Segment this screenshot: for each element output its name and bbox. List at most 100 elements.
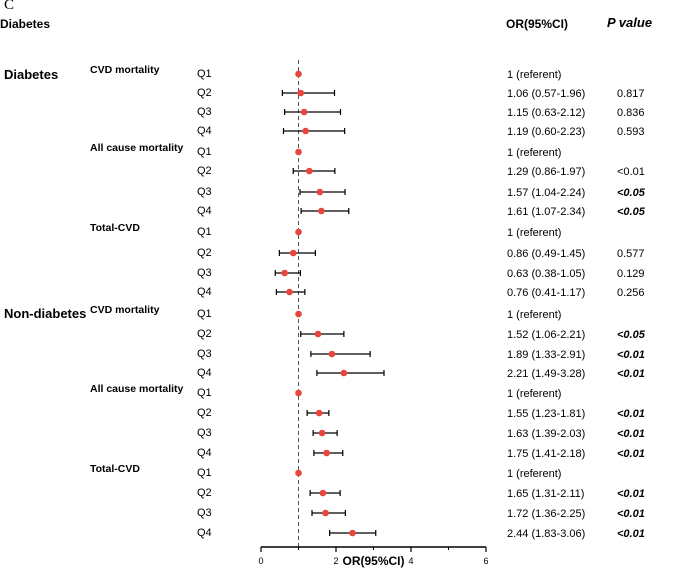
or-ci-label: 1 (referent) xyxy=(507,147,561,159)
column-header-p-value: P value xyxy=(607,15,653,30)
x-tick-label: 0 xyxy=(258,556,263,566)
outcome-label: All cause mortality xyxy=(90,142,184,154)
or-ci-label: 1.57 (1.04-2.24) xyxy=(507,187,585,199)
or-point xyxy=(302,127,309,135)
column-header-group: Diabetes xyxy=(0,17,51,31)
or-point xyxy=(323,449,330,457)
x-axis-label: OR(95%CI) xyxy=(342,554,404,568)
or-ci-label: 1.72 (1.36-2.25) xyxy=(507,508,585,520)
or-point xyxy=(318,429,326,437)
or-ci-label: 0.76 (0.41-1.17) xyxy=(507,287,585,299)
or-point xyxy=(295,310,302,318)
x-tick-label: 6 xyxy=(483,556,488,566)
quartile-label: Q2 xyxy=(197,328,212,340)
quartile-label: Q1 xyxy=(197,308,212,320)
quartile-label: Q3 xyxy=(197,186,212,198)
or-point xyxy=(349,529,356,537)
group-label: Diabetes xyxy=(4,67,58,82)
x-tick-label: 4 xyxy=(408,556,413,566)
quartile-label: Q1 xyxy=(197,146,212,158)
or-ci-label: 1.29 (0.86-1.97) xyxy=(507,166,585,178)
or-point xyxy=(319,489,327,497)
or-point xyxy=(281,269,288,277)
quartile-label: Q4 xyxy=(197,527,212,539)
p-value: <0.01 xyxy=(617,488,645,500)
or-ci-label: 1.75 (1.41-2.18) xyxy=(507,448,585,460)
quartile-label: Q3 xyxy=(197,507,212,519)
quartile-label: Q1 xyxy=(197,467,212,479)
outcome-label: CVD mortality xyxy=(90,64,160,76)
or-ci-label: 0.86 (0.49-1.45) xyxy=(507,248,585,260)
quartile-label: Q4 xyxy=(197,447,212,459)
outcome-label: Total-CVD xyxy=(90,463,140,475)
or-point xyxy=(300,108,308,116)
or-ci-label: 1.65 (1.31-2.11) xyxy=(507,488,584,500)
quartile-label: Q4 xyxy=(197,205,212,217)
quartile-label: Q3 xyxy=(197,267,212,279)
quartile-label: Q4 xyxy=(197,367,212,379)
outcome-label: Total-CVD xyxy=(90,222,140,234)
quartile-label: Q1 xyxy=(197,226,212,238)
outcome-label: CVD mortality xyxy=(90,304,160,316)
column-header-or: OR(95%CI) xyxy=(506,17,569,31)
outcome-label: All cause mortality xyxy=(90,383,184,395)
or-ci-label: 1 (referent) xyxy=(507,227,561,239)
p-value: 0.817 xyxy=(617,88,645,100)
quartile-label: Q3 xyxy=(197,106,212,118)
or-ci-label: 1.61 (1.07-2.34) xyxy=(507,206,585,218)
or-ci-label: 1.89 (1.33-2.91) xyxy=(507,349,585,361)
or-ci-label: 1.19 (0.60-2.23) xyxy=(507,126,585,138)
p-value: <0.05 xyxy=(617,187,646,199)
or-point xyxy=(295,389,302,397)
quartile-label: Q1 xyxy=(197,68,212,80)
p-value: 0.593 xyxy=(617,126,645,138)
p-value: <0.05 xyxy=(617,329,646,341)
p-value: <0.01 xyxy=(617,368,645,380)
p-value: 0.577 xyxy=(617,248,645,260)
quartile-label: Q1 xyxy=(197,387,212,399)
or-ci-label: 2.44 (1.83-3.06) xyxy=(507,528,585,540)
or-point xyxy=(340,369,348,377)
or-point xyxy=(295,148,302,156)
x-tick-label: 2 xyxy=(333,556,338,566)
quartile-label: Q3 xyxy=(197,427,212,439)
p-value: 0.256 xyxy=(617,287,645,299)
p-value: <0.01 xyxy=(617,349,645,361)
p-value: <0.01 xyxy=(617,166,645,178)
or-ci-label: 1 (referent) xyxy=(507,388,561,400)
or-ci-label: 1 (referent) xyxy=(507,309,561,321)
or-point xyxy=(315,409,323,417)
or-point xyxy=(306,167,313,175)
or-ci-label: 1.55 (1.23-1.81) xyxy=(507,408,585,420)
quartile-label: Q4 xyxy=(197,125,212,137)
p-value: <0.01 xyxy=(617,508,645,520)
panel-letter: C xyxy=(4,0,15,13)
or-point xyxy=(295,228,302,236)
or-point xyxy=(286,288,293,296)
quartile-label: Q2 xyxy=(197,247,212,259)
or-point xyxy=(295,70,302,78)
p-value: <0.01 xyxy=(617,408,645,420)
or-point xyxy=(295,469,302,477)
p-value: 0.129 xyxy=(617,268,645,280)
or-ci-label: 1 (referent) xyxy=(507,468,561,480)
quartile-label: Q2 xyxy=(197,87,212,99)
p-value: <0.01 xyxy=(617,528,645,540)
quartile-label: Q2 xyxy=(197,487,212,499)
p-value: <0.05 xyxy=(617,206,646,218)
quartile-label: Q2 xyxy=(197,407,212,419)
or-ci-label: 1.63 (1.39-2.03) xyxy=(507,428,585,440)
or-ci-label: 1.06 (0.57-1.96) xyxy=(507,88,585,100)
quartile-label: Q3 xyxy=(197,348,212,360)
or-ci-label: 1 (referent) xyxy=(507,69,561,81)
p-value: <0.01 xyxy=(617,428,645,440)
or-point xyxy=(314,330,322,338)
or-point xyxy=(289,249,297,257)
p-value: <0.01 xyxy=(617,448,645,460)
group-label: Non-diabetes xyxy=(4,306,86,321)
or-ci-label: 1.15 (0.63-2.12) xyxy=(507,107,585,119)
or-ci-label: 0.63 (0.38-1.05) xyxy=(507,268,585,280)
or-point xyxy=(322,509,329,517)
quartile-label: Q4 xyxy=(197,286,212,298)
